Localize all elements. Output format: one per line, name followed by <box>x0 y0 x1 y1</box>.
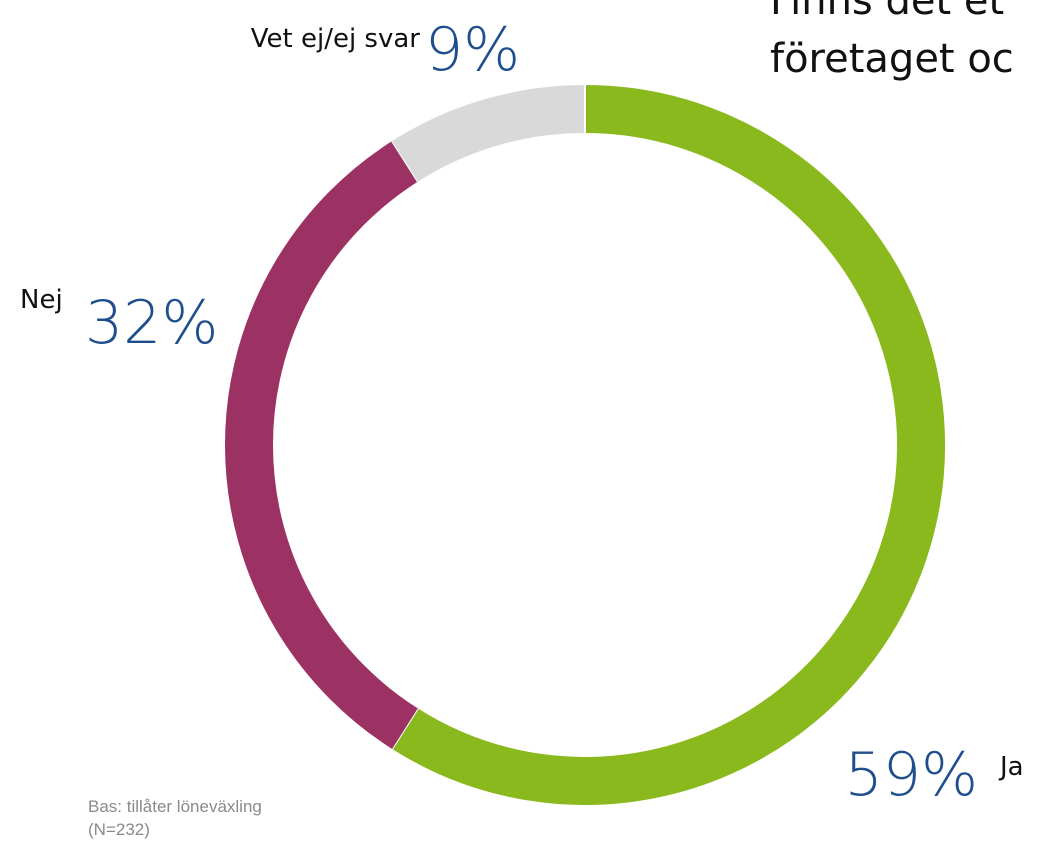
value-label: 9% <box>425 15 520 85</box>
slice-label: Ja <box>998 752 1024 782</box>
donut-segment <box>225 141 418 749</box>
value-label: 32% <box>85 288 218 358</box>
segment-separator <box>391 707 419 750</box>
value-label: 59% <box>845 740 978 810</box>
footnote: (N=232) <box>88 820 150 839</box>
chart-title: Finns det et <box>770 0 1004 24</box>
donut-segment <box>392 85 945 805</box>
donut-segment <box>392 85 586 182</box>
chart-title: företaget oc <box>770 36 1014 82</box>
slice-label: Nej <box>20 285 63 315</box>
slice-label: Vet ej/ej svar <box>251 24 421 54</box>
footnote: Bas: tillåter löneväxling <box>88 797 262 816</box>
